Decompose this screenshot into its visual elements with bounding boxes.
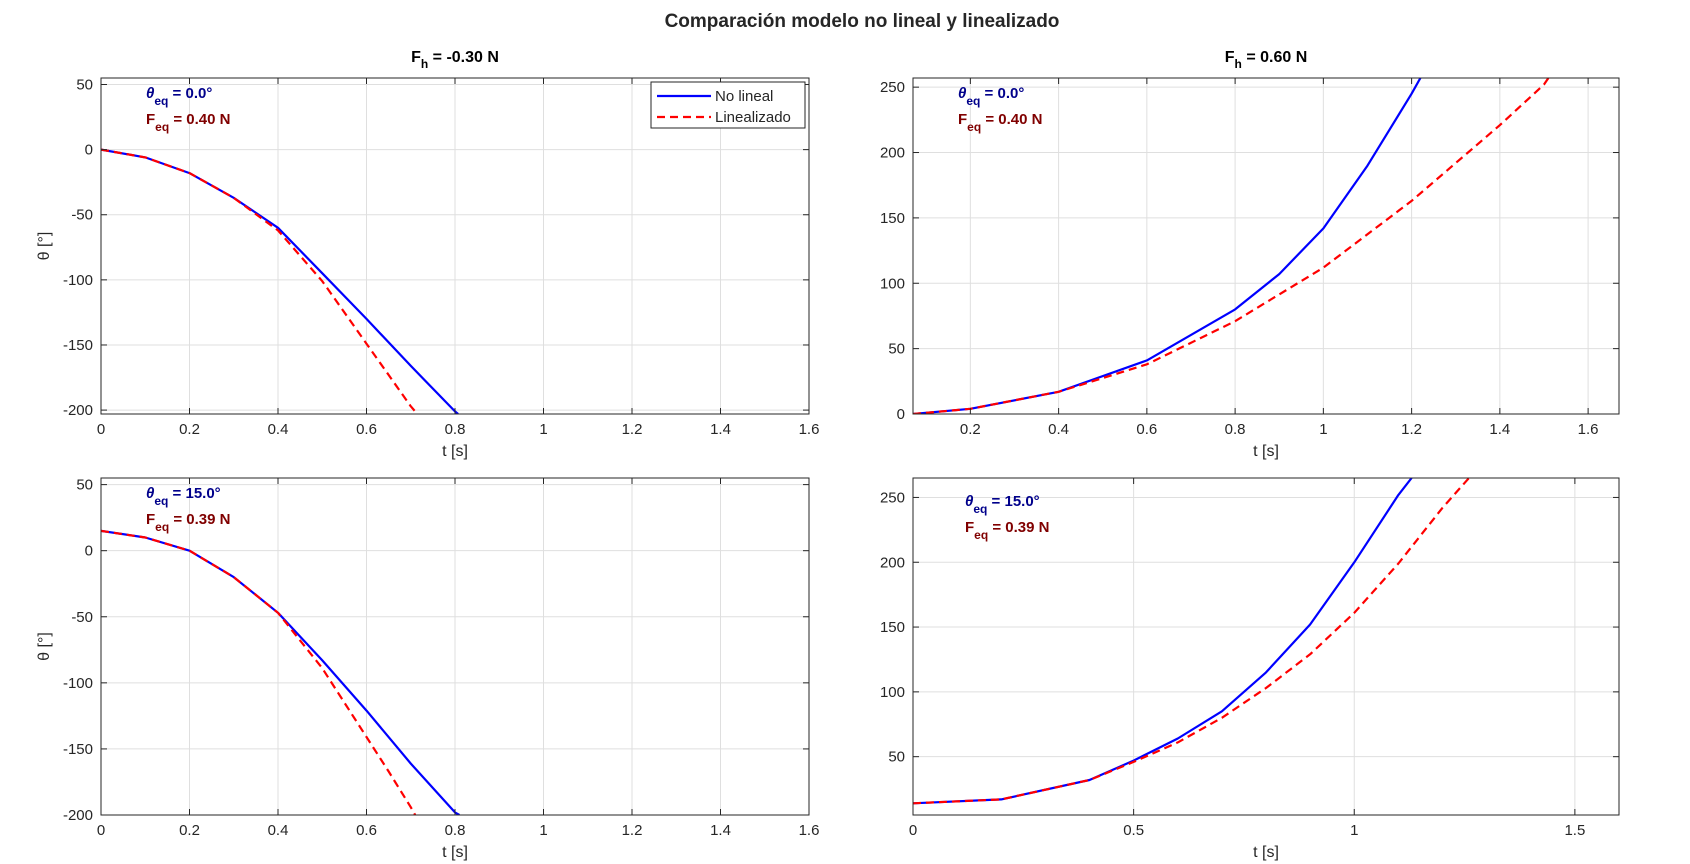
annotation-theta-eq: θeq = 15.0° (965, 493, 1040, 516)
x-axis-label: t [s] (442, 443, 468, 460)
x-tick-label: 1.6 (799, 421, 820, 438)
x-tick-label: 0.6 (1136, 421, 1157, 438)
axes-box (912, 477, 1620, 816)
x-tick-label: 0.8 (445, 822, 466, 839)
x-tick-label: 0.2 (179, 421, 200, 438)
x-tick-label: 0.4 (1048, 421, 1069, 438)
annotation-f-eq: Feq = 0.40 N (146, 111, 230, 134)
y-tick-label: 150 (880, 210, 905, 227)
y-tick-label: -50 (71, 609, 93, 626)
x-tick-label: 0 (97, 421, 105, 438)
x-tick-label: 1.2 (622, 421, 643, 438)
x-axis-label: t [s] (442, 844, 468, 861)
x-tick-label: 1 (1350, 822, 1358, 839)
x-tick-label: 0.8 (445, 421, 466, 438)
y-tick-label: -200 (63, 402, 93, 419)
x-axis-label: t [s] (1253, 844, 1279, 861)
annotation-theta-eq: θeq = 15.0° (146, 485, 221, 508)
y-tick-label: -150 (63, 741, 93, 758)
subplot-2: 0.2 0.4 0.6 0.8 1 1.2 1.4 1.6 0 50 100 150 200 250 t [… (880, 49, 1620, 460)
y-tick-label: 200 (880, 554, 905, 571)
y-tick-label: 100 (880, 275, 905, 292)
x-tick-label: 0.2 (179, 822, 200, 839)
x-tick-label: 0.6 (356, 421, 377, 438)
y-tick-label: 50 (888, 341, 905, 358)
y-tick-label: 250 (880, 79, 905, 96)
x-tick-label: 0.6 (356, 822, 377, 839)
y-tick-label: 50 (76, 477, 93, 494)
legend: No lineal Linealizado (650, 81, 806, 129)
x-tick-label: 1.5 (1564, 822, 1585, 839)
x-tick-label: 1 (539, 822, 547, 839)
x-tick-label: 1.4 (710, 421, 731, 438)
x-tick-label: 0.2 (960, 421, 981, 438)
y-tick-label: 0 (85, 543, 93, 560)
subplot-title: Fh = 0.60 N (1225, 49, 1308, 71)
x-tick-label: 0.5 (1123, 822, 1144, 839)
y-tick-label: -150 (63, 337, 93, 354)
y-axis-label: θ [°] (36, 632, 53, 661)
x-axis-label: t [s] (1253, 443, 1279, 460)
x-tick-label: 0 (909, 822, 917, 839)
subplot-3: 0 0.2 0.4 0.6 0.8 1 1.2 1.4 1.6 -200 -150 -100 -50 0 5… (36, 477, 819, 861)
legend-label: No lineal (715, 88, 773, 105)
y-tick-label: 150 (880, 619, 905, 636)
legend-label: Linealizado (715, 109, 791, 126)
series-linealizado (101, 148, 419, 414)
x-tick-label: 1 (1319, 421, 1327, 438)
y-tick-label: 200 (880, 145, 905, 162)
series-linealizado (101, 529, 417, 815)
x-tick-label: 1.4 (1489, 421, 1510, 438)
y-tick-label: 50 (888, 749, 905, 766)
x-tick-label: 1.6 (1578, 421, 1599, 438)
y-tick-label: -100 (63, 675, 93, 692)
legend-box (650, 81, 806, 129)
y-tick-label: -50 (71, 207, 93, 224)
subplot-4: 0 0.5 1 1.5 50 100 150 200 250 t [s] θeq = 15.0° Fe… (880, 477, 1620, 861)
subplot-1: 0 0.2 0.4 0.6 0.8 1 1.2 1.4 1.6 -200 -150 -100 -50 0 5… (36, 49, 819, 460)
y-tick-label: 0 (85, 142, 93, 159)
x-tick-label: 0.4 (268, 421, 289, 438)
plot-area (913, 478, 1619, 815)
x-tick-label: 1.4 (710, 822, 731, 839)
y-tick-label: -200 (63, 807, 93, 824)
series-no-lineal (913, 78, 1422, 414)
x-tick-label: 1.2 (622, 822, 643, 839)
series-linealizado (913, 478, 1470, 805)
x-tick-label: 1.2 (1401, 421, 1422, 438)
y-tick-label: 250 (880, 489, 905, 506)
x-tick-label: 0.4 (268, 822, 289, 839)
y-axis-label: θ [°] (36, 232, 53, 261)
y-tick-label: -100 (63, 272, 93, 289)
annotation-f-eq: Feq = 0.40 N (958, 111, 1042, 134)
x-tick-label: 0.8 (1225, 421, 1246, 438)
plot-area (913, 78, 1619, 414)
y-tick-label: 50 (76, 77, 93, 94)
y-tick-label: 0 (897, 406, 905, 423)
y-tick-label: 100 (880, 684, 905, 701)
x-tick-label: 1.6 (799, 822, 820, 839)
annotation-theta-eq: θeq = 0.0° (958, 85, 1024, 108)
annotation-f-eq: Feq = 0.39 N (146, 511, 230, 534)
subplot-title: Fh = -0.30 N (411, 49, 499, 71)
x-tick-label: 0 (97, 822, 105, 839)
annotation-theta-eq: θeq = 0.0° (146, 85, 212, 108)
x-tick-label: 1 (539, 421, 547, 438)
axes-box (912, 77, 1620, 415)
annotation-f-eq: Feq = 0.39 N (965, 519, 1049, 542)
figure-title: Comparación modelo no lineal y linealiza… (665, 11, 1060, 32)
